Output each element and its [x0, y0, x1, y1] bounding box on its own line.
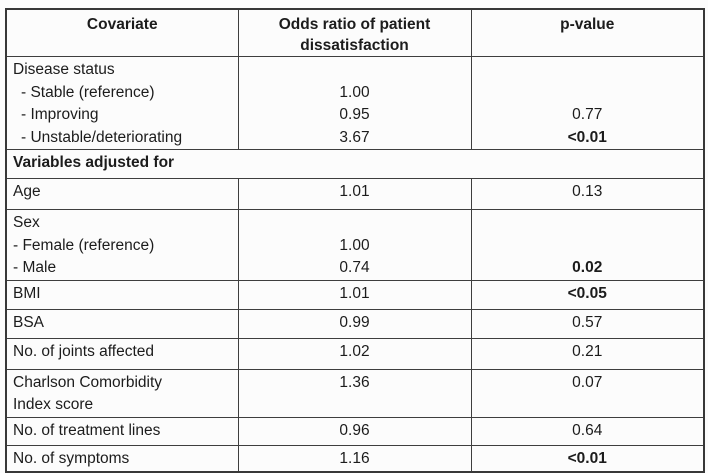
odds-ratio-value: 1.01 — [339, 284, 370, 302]
covariate-cell: BMI — [5, 279, 239, 310]
p-value — [472, 394, 703, 416]
p-value-cell: 0.64 — [470, 416, 705, 446]
covariate-label: - Unstable/deteriorating — [21, 128, 183, 146]
header-p-value: p-value — [470, 8, 705, 57]
odds-ratio-cell: 1.01 — [237, 178, 472, 210]
p-value-cell: <0.01 — [470, 444, 705, 473]
covariate-cell: No. of treatment lines — [5, 416, 239, 446]
covariate-label: - Improving — [21, 106, 99, 123]
covariate-label: Sex — [13, 214, 40, 231]
odds-ratio-cell: 1.00 0.74 — [237, 209, 472, 281]
odds-ratio-value: 1.02 — [339, 342, 370, 360]
odds-ratio-table: Covariate Odds ratio of patient dissatis… — [5, 8, 705, 473]
p-value — [472, 59, 703, 82]
p-value: 0.77 — [572, 106, 603, 123]
p-value: 0.02 — [572, 259, 603, 276]
p-value-cell: 0.13 — [470, 178, 705, 210]
p-value-cell: 0.02 — [470, 209, 705, 281]
covariate-label: Charlson Comorbidity — [13, 373, 163, 391]
covariate-cell: BSA — [5, 308, 239, 339]
odds-ratio-value: 0.95 — [339, 106, 370, 123]
odds-ratio-value: 1.16 — [339, 449, 370, 467]
p-value: 0.57 — [572, 313, 603, 331]
odds-ratio-cell: 1.16 — [237, 444, 472, 473]
odds-ratio-cell: 0.96 — [237, 416, 472, 446]
odds-ratio-value: 1.00 — [339, 83, 370, 101]
odds-ratio-cell: 0.99 — [237, 308, 472, 339]
p-value: 0.21 — [572, 342, 603, 360]
table-row: BMI 1.01 <0.05 — [5, 279, 705, 310]
odds-ratio-value — [239, 212, 470, 235]
odds-ratio-value: 1.36 — [339, 373, 370, 391]
p-value — [472, 82, 703, 105]
odds-ratio-cell: 1.36 — [237, 368, 472, 418]
table-row: BSA 0.99 0.57 — [5, 308, 705, 339]
p-value-cell: 0.57 — [470, 308, 705, 339]
odds-ratio-cell: 1.02 — [237, 337, 472, 370]
p-value-cell: <0.05 — [470, 279, 705, 310]
covariate-label: - Male — [13, 259, 57, 276]
covariate-cell: Disease status - Stable (reference) - Impr… — [5, 56, 239, 150]
p-value-cell: 0.77 <0.01 — [470, 56, 705, 150]
header-row: Covariate Odds ratio of patient dissatis… — [5, 8, 705, 57]
header-odds-ratio: Odds ratio of patient dissatisfaction — [237, 8, 472, 57]
covariate-label: No. of joints affected — [13, 342, 155, 360]
table-row: Disease status - Stable (reference) - Impr… — [5, 56, 705, 150]
section-row: Variables adjusted for — [5, 149, 705, 179]
odds-ratio-cell: 1.00 0.95 3.67 — [237, 56, 472, 150]
covariate-label: - Female (reference) — [13, 236, 155, 254]
covariate-label: No. of treatment lines — [13, 421, 161, 439]
odds-ratio-cell: 1.01 — [237, 279, 472, 310]
table-row: No. of treatment lines 0.96 0.64 — [5, 416, 705, 446]
section-label: Variables adjusted for — [5, 149, 705, 179]
p-value: <0.01 — [567, 449, 607, 467]
table-body: Disease status - Stable (reference) - Impr… — [5, 56, 705, 473]
covariate-label: Disease status — [13, 61, 115, 78]
p-value-cell: 0.07 — [470, 368, 705, 418]
table-row: No. of symptoms 1.16 <0.01 — [5, 444, 705, 473]
odds-ratio-value: 3.67 — [339, 128, 370, 146]
covariate-label: Age — [13, 183, 41, 200]
odds-ratio-value — [239, 394, 470, 416]
p-value — [472, 235, 703, 258]
table-row: Charlson Comorbidity Index score 1.36 0.07 — [5, 368, 705, 418]
covariate-label: BSA — [13, 313, 45, 331]
odds-ratio-value: 0.96 — [339, 421, 370, 439]
p-value: 0.64 — [572, 421, 603, 439]
covariate-cell: Sex - Female (reference) - Male — [5, 209, 239, 281]
odds-ratio-value: 0.99 — [339, 313, 370, 331]
p-value: <0.05 — [567, 284, 607, 302]
header-covariate: Covariate — [5, 8, 239, 57]
p-value-cell: 0.21 — [470, 337, 705, 370]
odds-ratio-value — [239, 59, 470, 82]
covariate-cell: Age — [5, 178, 239, 210]
covariate-label: Index score — [13, 396, 94, 413]
odds-ratio-value: 0.74 — [339, 259, 370, 276]
covariate-label: No. of symptoms — [13, 449, 130, 467]
p-value: <0.01 — [567, 128, 607, 146]
table-row: Sex - Female (reference) - Male 1.00 0.74 0.0… — [5, 209, 705, 281]
covariate-cell: No. of joints affected — [5, 337, 239, 370]
table-row: Age 1.01 0.13 — [5, 178, 705, 210]
p-value: 0.13 — [572, 183, 603, 200]
covariate-cell: No. of symptoms — [5, 444, 239, 473]
covariate-label: BMI — [13, 284, 41, 302]
covariate-cell: Charlson Comorbidity Index score — [5, 368, 239, 418]
p-value: 0.07 — [572, 373, 603, 391]
odds-ratio-value: 1.01 — [339, 183, 370, 200]
table-row: No. of joints affected 1.02 0.21 — [5, 337, 705, 370]
p-value — [472, 212, 703, 235]
covariate-label: - Stable (reference) — [21, 83, 155, 101]
odds-ratio-value: 1.00 — [339, 236, 370, 254]
